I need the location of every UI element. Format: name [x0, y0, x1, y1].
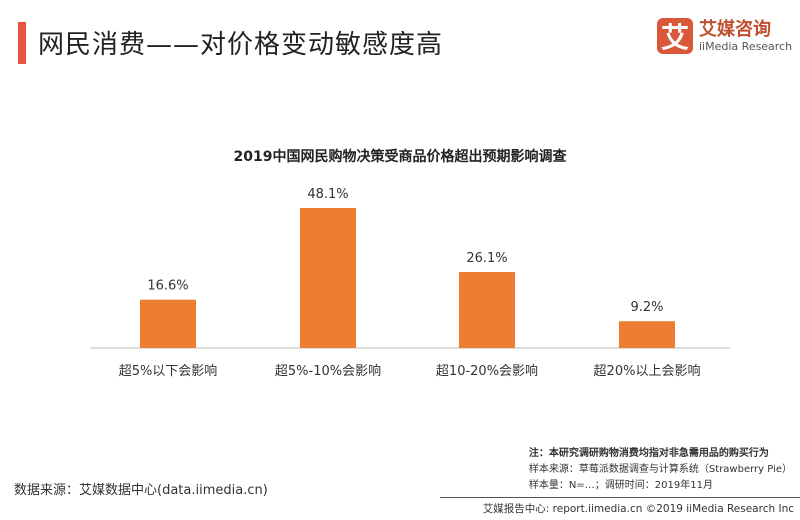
- category-label: 超20%以上会影响: [594, 363, 701, 379]
- note-line: 样本量：N=…；调研时间：2019年11月: [528, 480, 713, 491]
- title-accent-bar: [18, 22, 26, 64]
- footer: 艾媒报告中心: report.iimedia.cn ©2019 iiMedia …: [482, 503, 794, 515]
- notes: 注：本研究调研购物消费均指对非急需用品的购买行为 样本来源：草莓派数据调查与计算…: [529, 446, 792, 494]
- bar: [459, 272, 515, 348]
- footer-divider: [440, 497, 800, 498]
- bar: [300, 208, 356, 348]
- data-label: 26.1%: [466, 251, 507, 266]
- data-label: 48.1%: [307, 187, 348, 202]
- logo-en: iiMedia Research: [699, 39, 793, 53]
- category-label: 超5%以下会影响: [119, 363, 218, 379]
- category-label: 超5%-10%会影响: [275, 363, 381, 379]
- data-label: 9.2%: [630, 300, 663, 315]
- bar: [619, 321, 675, 348]
- logo-mark: 艾: [657, 18, 693, 54]
- note-line: 样本来源：草莓派数据调查与计算系统（Strawberry Pie）: [528, 464, 792, 475]
- chart-title: 2019中国网民购物决策受商品价格超出预期影响调查: [233, 149, 567, 165]
- category-label: 超10-20%会影响: [436, 363, 538, 379]
- page-title: 网民消费——对价格变动敏感度高: [38, 30, 444, 60]
- note-line: 注：本研究调研购物消费均指对非急需用品的购买行为: [528, 448, 769, 459]
- bar: [140, 299, 196, 348]
- bar-chart: 16.6% 超5%以下会影响 48.1% 超5%-10%会影响 26.1% 超10-20%…: [90, 187, 730, 379]
- logo-cn: 艾媒咨询: [699, 18, 771, 40]
- data-label: 16.6%: [147, 279, 188, 294]
- iimedia-logo: 艾 艾媒咨询 iiMedia Research: [657, 18, 792, 54]
- data-source: 数据来源：艾媒数据中心(data.iimedia.cn): [14, 483, 268, 498]
